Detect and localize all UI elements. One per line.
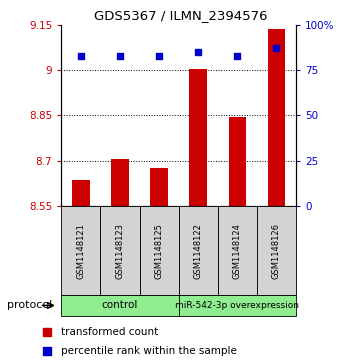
Text: transformed count: transformed count <box>61 327 158 337</box>
Text: GSM1148124: GSM1148124 <box>233 223 242 278</box>
Bar <box>61 206 100 295</box>
Text: GSM1148125: GSM1148125 <box>155 223 164 278</box>
Text: miR-542-3p overexpression: miR-542-3p overexpression <box>175 301 299 310</box>
Bar <box>218 206 257 295</box>
Text: GSM1148123: GSM1148123 <box>116 223 125 279</box>
Bar <box>61 295 179 316</box>
Bar <box>257 206 296 295</box>
Bar <box>72 180 90 206</box>
Text: percentile rank within the sample: percentile rank within the sample <box>61 346 237 356</box>
Bar <box>229 117 246 206</box>
Text: protocol: protocol <box>7 301 52 310</box>
Bar <box>111 159 129 206</box>
Text: GSM1148126: GSM1148126 <box>272 223 281 279</box>
Bar <box>100 206 140 295</box>
Text: GDS5367 / ILMN_2394576: GDS5367 / ILMN_2394576 <box>94 9 267 22</box>
Bar <box>150 168 168 206</box>
Text: GSM1148121: GSM1148121 <box>77 223 86 278</box>
Point <box>156 53 162 58</box>
Bar <box>140 206 179 295</box>
Point <box>274 45 279 51</box>
Text: control: control <box>102 301 138 310</box>
Point <box>44 348 50 354</box>
Point <box>78 53 84 58</box>
Bar <box>179 295 296 316</box>
Point <box>234 53 240 58</box>
Point <box>117 53 123 58</box>
Point <box>44 330 50 335</box>
Point <box>195 49 201 55</box>
Bar <box>179 206 218 295</box>
Text: GSM1148122: GSM1148122 <box>194 223 203 278</box>
Bar <box>268 29 285 206</box>
Bar <box>190 69 207 206</box>
